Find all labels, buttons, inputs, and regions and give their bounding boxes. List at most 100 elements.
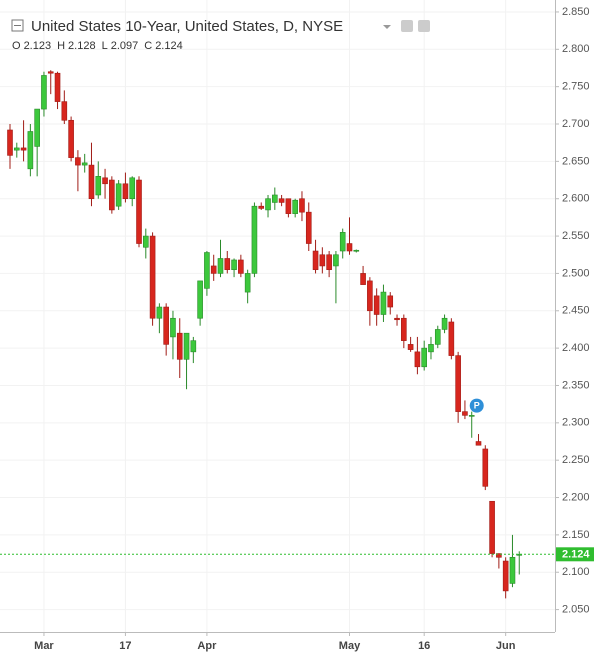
- x-tick-label: Mar: [34, 640, 54, 652]
- candle-body: [305, 211, 312, 244]
- candles: [7, 70, 523, 599]
- candle-body: [509, 556, 516, 584]
- candle-body: [7, 129, 13, 156]
- candle-body: [204, 252, 210, 289]
- candle-body: [129, 177, 136, 200]
- candle-body: [367, 280, 373, 312]
- x-tick-label: 17: [119, 640, 131, 652]
- candle-body: [47, 71, 54, 74]
- candle-body: [170, 317, 176, 338]
- y-tick-label: 2.600: [562, 193, 590, 205]
- candle-body: [299, 198, 305, 213]
- readout-key: L: [102, 40, 108, 52]
- candle-body: [285, 198, 292, 214]
- candle-body: [380, 291, 387, 315]
- annotation-marker: [469, 398, 484, 413]
- candle-body: [176, 332, 183, 360]
- readout-value: 2.097: [111, 40, 139, 52]
- candle-body: [109, 179, 115, 211]
- candle-body: [455, 355, 461, 412]
- candle-body: [278, 198, 285, 203]
- candle-body: [462, 411, 468, 416]
- candle-body: [502, 560, 509, 592]
- y-tick-label: 2.550: [562, 230, 590, 242]
- candle-body: [489, 500, 495, 554]
- annotation-label: P: [474, 400, 480, 410]
- candle-body: [149, 235, 156, 319]
- x-tick-label: May: [339, 640, 361, 652]
- candle-body: [143, 235, 149, 248]
- last-price-box: [556, 547, 594, 562]
- candle-body: [441, 317, 448, 330]
- readout-value: 2.128: [68, 40, 96, 52]
- last-price-label: 2.124: [562, 549, 590, 561]
- candle-body: [387, 295, 394, 308]
- candle-body: [482, 448, 489, 487]
- candle-body: [346, 243, 353, 252]
- candle-body: [251, 205, 258, 274]
- settings-icon[interactable]: [401, 20, 413, 32]
- candle-body: [122, 183, 129, 200]
- candle-body: [468, 415, 475, 417]
- candle-body: [265, 198, 271, 211]
- readout-key: H: [57, 40, 65, 52]
- candle-body: [102, 177, 108, 185]
- candle-body: [210, 265, 217, 274]
- candle-body: [360, 273, 366, 285]
- dropdown-arrow[interactable]: [383, 25, 391, 29]
- candle-body: [238, 259, 244, 274]
- readout-value: 2.123: [24, 40, 52, 52]
- candle-body: [434, 329, 441, 345]
- candle-body: [373, 295, 380, 315]
- candle-body: [224, 258, 231, 270]
- candle-body: [81, 162, 88, 166]
- candle-body: [136, 179, 142, 244]
- y-tick-label: 2.400: [562, 342, 590, 354]
- close-icon[interactable]: [418, 20, 430, 32]
- candle-body: [448, 321, 455, 356]
- y-tick-label: 2.500: [562, 267, 590, 279]
- candle-body: [183, 332, 190, 360]
- y-tick-label: 2.750: [562, 81, 590, 93]
- candle-body: [292, 199, 298, 214]
- candle-body: [197, 280, 203, 319]
- readout-key: C: [144, 40, 152, 52]
- candle-body: [496, 553, 502, 558]
- y-tick-label: 2.300: [562, 417, 590, 429]
- chart-title: United States 10-Year, United States, D,…: [31, 18, 343, 35]
- readout-key: O: [12, 40, 21, 52]
- ohlc-readout: O 2.123 H 2.128 L 2.097 C 2.124: [12, 40, 183, 52]
- y-tick-label: 2.800: [562, 43, 590, 55]
- candle-body: [333, 254, 339, 267]
- candle-body: [414, 351, 421, 368]
- candle-body: [41, 75, 47, 110]
- y-tick-label: 2.850: [562, 6, 590, 18]
- candle-body: [88, 164, 95, 200]
- y-tick-label: 2.150: [562, 529, 590, 541]
- candle-body: [95, 176, 102, 196]
- candle-body: [190, 340, 197, 353]
- candle-body: [75, 157, 81, 166]
- candle-body: [339, 232, 346, 252]
- y-tick-label: 2.100: [562, 566, 590, 578]
- candle-body: [394, 317, 400, 321]
- candle-body: [312, 250, 319, 270]
- candle-body: [428, 344, 434, 353]
- candle-body: [231, 259, 237, 270]
- candle-body: [258, 205, 265, 209]
- x-tick-label: 16: [418, 640, 430, 652]
- y-tick-label: 2.050: [562, 603, 590, 615]
- candle-body: [68, 119, 74, 158]
- candle-body: [326, 254, 332, 270]
- x-tick-label: Jun: [496, 640, 516, 652]
- candle-body: [475, 441, 482, 446]
- candle-body: [54, 72, 61, 102]
- candle-body: [61, 101, 68, 121]
- candle-body: [421, 347, 427, 368]
- candle-body: [217, 258, 224, 274]
- candle-body: [163, 306, 169, 345]
- y-tick-label: 2.700: [562, 118, 590, 130]
- y-tick-label: 2.650: [562, 155, 590, 167]
